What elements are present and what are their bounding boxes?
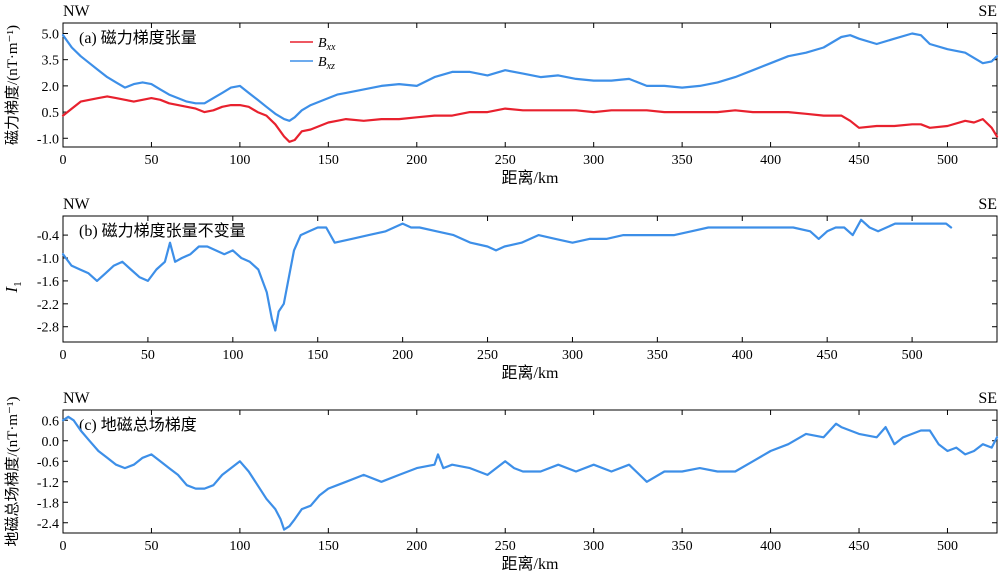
x-tick-label: 450 xyxy=(849,153,870,168)
x-tick-label: 150 xyxy=(307,348,328,363)
x-tick-label: 50 xyxy=(144,153,158,168)
direction-label-nw: NW xyxy=(63,3,91,20)
x-tick-label: 450 xyxy=(849,539,870,554)
x-axis-label: 距离/km xyxy=(502,364,559,382)
x-tick-label: 150 xyxy=(318,539,339,554)
x-tick-label: 500 xyxy=(937,539,958,554)
y-tick-label: 0.5 xyxy=(42,106,60,121)
x-tick-label: 150 xyxy=(318,153,339,168)
x-axis-label: 距离/km xyxy=(502,169,559,187)
x-tick-label: 250 xyxy=(477,348,498,363)
y-axis-label: I1 xyxy=(2,281,24,293)
y-tick-label: 2.0 xyxy=(42,80,60,95)
y-tick-label: -1.2 xyxy=(37,476,59,491)
x-tick-label: 100 xyxy=(222,348,243,363)
y-tick-label: -2.2 xyxy=(37,298,59,313)
y-tick-label: -0.6 xyxy=(37,455,59,470)
x-tick-label: 350 xyxy=(672,153,693,168)
x-tick-label: 400 xyxy=(760,153,781,168)
plot-frame xyxy=(62,409,998,534)
series-line-bxz xyxy=(61,32,999,122)
plot-frame xyxy=(62,22,998,148)
y-tick-label: -2.4 xyxy=(37,517,59,532)
direction-label-se: SE xyxy=(978,196,997,213)
x-tick-label: 200 xyxy=(406,153,427,168)
x-tick-label: 100 xyxy=(229,153,250,168)
y-tick-label: -1.6 xyxy=(37,275,59,290)
y-tick-label: -1.0 xyxy=(37,252,59,267)
x-tick-label: 100 xyxy=(229,539,250,554)
y-tick-label: 3.5 xyxy=(42,54,60,69)
direction-label-nw: NW xyxy=(63,196,91,213)
y-tick-label: -1.0 xyxy=(37,132,59,147)
x-tick-label: 0 xyxy=(60,539,67,554)
x-tick-label: 350 xyxy=(672,539,693,554)
chart-panel-3: NW SE (c) 地磁总场梯度 0 50 100 150 200 250 300 350 400 45… xyxy=(4,390,999,573)
series-line-3 xyxy=(61,415,999,531)
x-tick-label: 450 xyxy=(817,348,838,363)
panel-title: (a) 磁力梯度张量 xyxy=(79,29,197,47)
x-tick-label: 50 xyxy=(141,348,155,363)
y-axis-label: 磁力梯度/(nT·m⁻¹) xyxy=(4,25,21,145)
direction-label-nw: NW xyxy=(63,390,91,407)
x-tick-label: 350 xyxy=(647,348,668,363)
chart-panel-2: NW SE (b) 磁力梯度张量不变量 0 50 100 150 200 250 300 350 40… xyxy=(2,196,998,382)
direction-label-se: SE xyxy=(978,3,997,20)
panel-title: (b) 磁力梯度张量不变量 xyxy=(79,222,246,240)
y-tick-label: 0.6 xyxy=(42,414,60,429)
legend-label: Bxz xyxy=(318,55,335,72)
x-tick-label: 250 xyxy=(495,539,516,554)
x-tick-label: 300 xyxy=(562,348,583,363)
panel-title: (c) 地磁总场梯度 xyxy=(79,416,197,434)
x-axis-label: 距离/km xyxy=(502,555,559,573)
series-line-bxx xyxy=(61,95,999,143)
y-tick-label: 5.0 xyxy=(42,27,60,42)
x-tick-label: 0 xyxy=(60,153,67,168)
direction-label-se: SE xyxy=(978,390,997,407)
x-tick-label: 400 xyxy=(760,539,781,554)
legend-label: Bxx xyxy=(318,36,336,53)
series-line-2 xyxy=(61,218,953,332)
chart-panel-1: NW SE (a) 磁力梯度张量 0 50 100 150 200 250 300 350 400 45… xyxy=(4,3,999,187)
x-tick-label: 200 xyxy=(392,348,413,363)
y-tick-label: 0.0 xyxy=(42,435,60,450)
x-tick-label: 200 xyxy=(406,539,427,554)
x-tick-label: 500 xyxy=(937,153,958,168)
x-tick-label: 300 xyxy=(583,539,604,554)
y-tick-label: -2.8 xyxy=(37,321,59,336)
x-tick-label: 0 xyxy=(60,348,67,363)
legend: Bxx Bxz xyxy=(290,36,336,72)
x-tick-label: 50 xyxy=(144,539,158,554)
x-tick-label: 500 xyxy=(902,348,923,363)
x-tick-label: 250 xyxy=(495,153,516,168)
y-tick-label: -0.4 xyxy=(37,229,59,244)
x-tick-label: 300 xyxy=(583,153,604,168)
y-tick-label: -1.8 xyxy=(37,496,59,511)
plot-frame xyxy=(62,215,998,343)
x-tick-label: 400 xyxy=(732,348,753,363)
y-axis-label: 地磁总场梯度/(nT·m⁻¹) xyxy=(4,397,21,547)
